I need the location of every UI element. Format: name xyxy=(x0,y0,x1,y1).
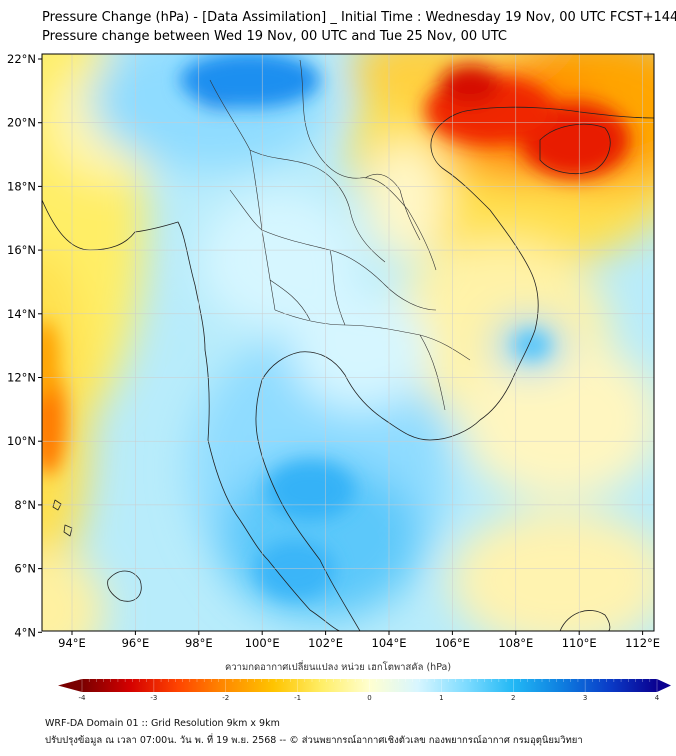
lat-tick-label: 6°N xyxy=(14,562,36,576)
lat-tick-label: 18°N xyxy=(7,179,36,193)
colorbar-min-extension xyxy=(58,679,82,692)
colorbar: -4 -3 -2 -1 0 1 2 3 4 xyxy=(58,679,671,702)
lat-tick-label: 8°N xyxy=(14,498,36,512)
lon-tick-label: 102°E xyxy=(308,636,343,650)
lon-tick-label: 94°E xyxy=(58,636,86,650)
colorbar-tick-label: 0 xyxy=(367,694,371,702)
lat-tick-label: 14°N xyxy=(7,307,36,321)
lon-tick-label: 106°E xyxy=(435,636,470,650)
borders xyxy=(209,59,471,411)
map-subtitle: Pressure change between Wed 19 Nov, 00 U… xyxy=(42,29,508,44)
colorbar-tick-label: 1 xyxy=(439,694,443,702)
colorbar-max-extension xyxy=(657,679,671,692)
lon-tick-label: 104°E xyxy=(372,636,407,650)
lat-tick-label: 4°N xyxy=(14,625,36,639)
colorbar-tick-label: -3 xyxy=(150,694,157,702)
lat-tick-label: 10°N xyxy=(7,434,36,448)
lat-tick-label: 20°N xyxy=(7,116,36,130)
pressure-field xyxy=(42,54,654,631)
colorbar-tick-label: 4 xyxy=(655,694,660,702)
colorbar-label: ความกดอากาศเปลี่ยนแปลง หน่วย เฮกโตพาสคัล… xyxy=(224,662,452,673)
lat-tick-label: 16°N xyxy=(7,243,36,257)
colorbar-tick-label: -2 xyxy=(222,694,229,702)
graticule xyxy=(42,54,654,631)
lat-tick-label: 22°N xyxy=(7,52,36,66)
lon-tick-label: 96°E xyxy=(122,636,150,650)
lat-tick-label: 12°N xyxy=(7,371,36,385)
colorbar-ticks: -4 -3 -2 -1 0 1 2 3 4 xyxy=(79,679,660,702)
map-frame xyxy=(41,53,655,632)
lon-tick-label: 100°E xyxy=(245,636,280,650)
colorbar-tick-label: 3 xyxy=(583,694,587,702)
lon-ticks: 94°E 96°E 98°E 100°E 102°E 104°E 106°E 108°E 110… xyxy=(58,631,660,650)
colorbar-tick-label: -4 xyxy=(79,694,87,702)
coastlines xyxy=(42,106,654,631)
lon-tick-label: 108°E xyxy=(498,636,533,650)
lon-tick-label: 112°E xyxy=(625,636,660,650)
footer-update-info: ปรับปรุงข้อมูล ณ เวลา 07:00น. วัน พ. ที่… xyxy=(45,735,583,746)
lat-ticks: 22°N 20°N 18°N 16°N 14°N 12°N 10°N 8°N 6°N 4°N xyxy=(7,52,42,639)
lon-tick-label: 110°E xyxy=(562,636,597,650)
map-title: Pressure Change (hPa) - [Data Assimilati… xyxy=(42,10,676,25)
colorbar-tick-label: 2 xyxy=(511,694,515,702)
colorbar-tick-label: -1 xyxy=(294,694,301,702)
lon-tick-label: 98°E xyxy=(185,636,213,650)
footer-model-info: WRF-DA Domain 01 :: Grid Resolution 9km … xyxy=(45,718,280,729)
